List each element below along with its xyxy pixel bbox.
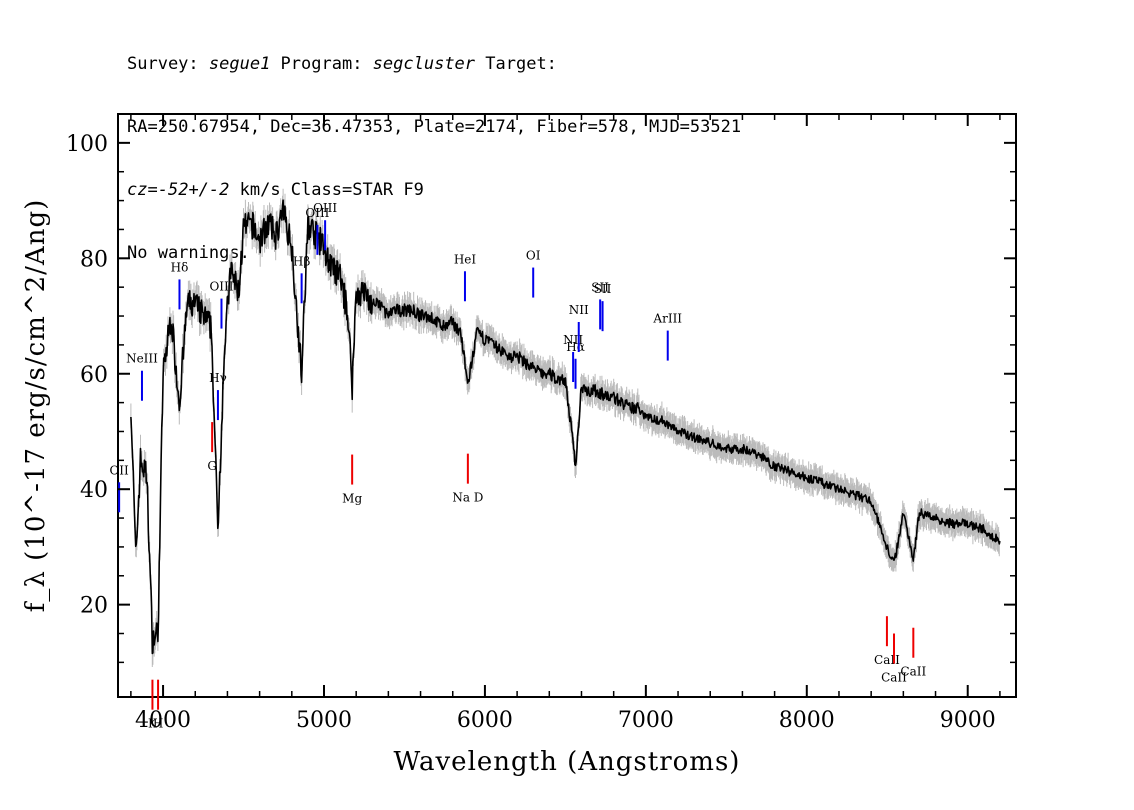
header-line-coords: RA=250.67954, Dec=36.47353, Plate=2174, … <box>127 117 742 137</box>
y-tick-label: 60 <box>80 363 108 388</box>
absorption-line-label: CaII <box>900 665 926 679</box>
emission-line-label: Hγ <box>209 371 227 385</box>
header-line-warnings: No warnings. <box>127 243 250 263</box>
x-tick-label: 8000 <box>779 708 835 733</box>
program-name: segcluster <box>372 54 476 74</box>
emission-line-label: HeI <box>454 252 477 266</box>
y-tick-label: 40 <box>80 478 108 503</box>
emission-line-label: Hα <box>566 340 585 354</box>
absorption-line-label: Mg <box>342 492 362 506</box>
header-line-redshift: cz=-52+/-2 km/s Class=STAR F9 <box>127 180 741 201</box>
x-tick-label: 5000 <box>296 708 352 733</box>
header-text: Survey: <box>127 54 209 74</box>
absorption-line-label: CaII <box>874 653 900 667</box>
emission-line-label: OII <box>109 463 129 477</box>
emission-line-label: OIII <box>209 280 233 294</box>
y-tick-label: 100 <box>66 132 108 157</box>
emission-line-label: Hβ <box>293 254 310 268</box>
plot-frame <box>117 113 1017 698</box>
y-tick-label: 20 <box>80 594 108 619</box>
emission-line-label: Hδ <box>171 260 189 274</box>
x-tick-label: 4000 <box>135 708 191 733</box>
y-axis-title: f_λ (10^-17 erg/s/cm^2/Ang) <box>21 199 51 612</box>
spectrum-header: Survey: segue1 Program: segcluster Targe… <box>127 12 741 285</box>
emission-line-label: OIII <box>305 206 329 220</box>
absorption-line-label: CaII <box>881 671 907 685</box>
emission-line-label: NII <box>569 303 589 317</box>
cz-label: cz <box>127 180 148 200</box>
header-text: = <box>147 180 158 200</box>
absorption-line-label: Na D <box>452 491 483 505</box>
velocity-value: -52+/-2 <box>157 180 230 200</box>
spectrum-series-line <box>130 199 1001 655</box>
emission-line-label: OIII <box>313 201 337 215</box>
emission-line-label: SII <box>594 282 612 296</box>
error-bars <box>130 188 1000 667</box>
absorption-line-label: H <box>153 717 163 731</box>
header-text: Program: <box>270 54 373 74</box>
x-tick-label: 9000 <box>940 708 996 733</box>
emission-line-label: ArIII <box>652 312 682 326</box>
x-tick-label: 6000 <box>457 708 513 733</box>
x-tick-label: 7000 <box>618 708 674 733</box>
absorption-line-label: G <box>207 459 217 473</box>
header-text: km/s Class=STAR F9 <box>229 180 424 200</box>
header-line-survey: Survey: segue1 Program: segcluster Targe… <box>127 54 741 75</box>
error-band <box>130 188 1000 667</box>
header-text: Target: <box>475 54 557 74</box>
survey-name: segue1 <box>208 54 271 74</box>
emission-line-label: OI <box>526 249 541 263</box>
axis-ticks: 4000 5000 6000 7000 8000 9000 20 40 60 80 100 <box>66 114 1016 733</box>
emission-line-label: NeIII <box>126 352 158 366</box>
emission-line-label: SII <box>591 280 609 294</box>
spectrum-layer <box>130 199 1001 655</box>
y-tick-label: 80 <box>80 247 108 272</box>
x-axis-title: Wavelength (Angstroms) <box>394 747 741 777</box>
absorption-line-label: K <box>148 717 158 731</box>
